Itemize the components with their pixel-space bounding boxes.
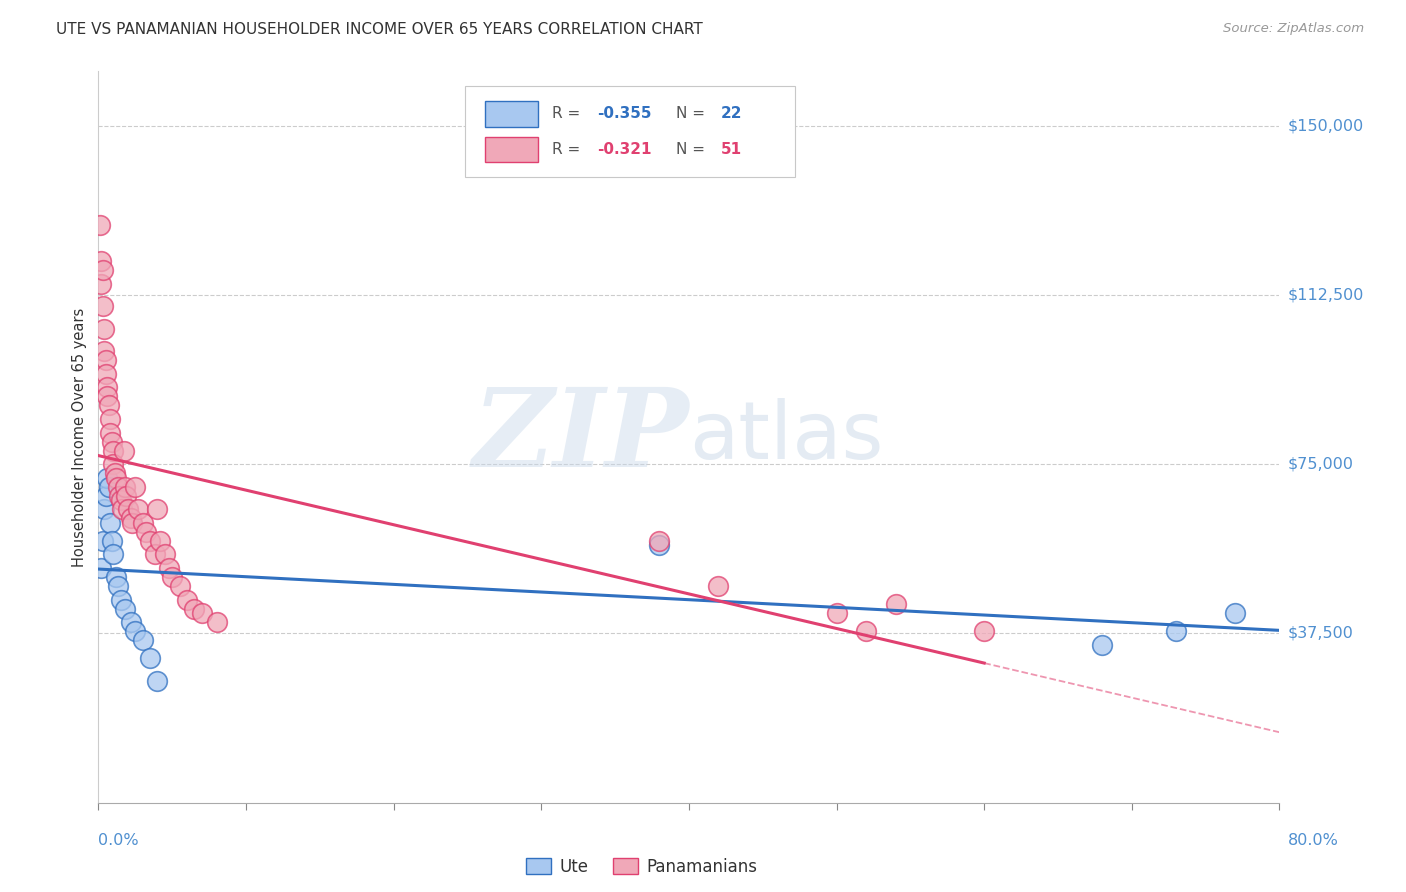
Point bbox=[90, 254, 112, 268]
Point bbox=[94, 367, 117, 381]
Point bbox=[105, 570, 128, 584]
Point bbox=[108, 489, 131, 503]
Text: N =: N = bbox=[676, 106, 710, 121]
Point bbox=[139, 533, 162, 548]
Point bbox=[124, 624, 146, 639]
Point bbox=[1164, 624, 1187, 639]
Text: 80.0%: 80.0% bbox=[1288, 833, 1339, 848]
Text: -0.355: -0.355 bbox=[596, 106, 651, 121]
Point bbox=[884, 597, 907, 611]
Point bbox=[825, 606, 848, 620]
Legend: Ute, Panamanians: Ute, Panamanians bbox=[519, 851, 765, 883]
Point bbox=[191, 606, 214, 620]
Point bbox=[100, 434, 122, 449]
Point bbox=[117, 502, 139, 516]
Point bbox=[97, 399, 120, 413]
Point bbox=[111, 502, 134, 516]
Point bbox=[103, 457, 125, 471]
Point bbox=[135, 524, 157, 539]
Point bbox=[91, 299, 114, 313]
Point bbox=[96, 389, 118, 403]
Point bbox=[105, 471, 128, 485]
Point bbox=[162, 570, 183, 584]
Point bbox=[107, 579, 129, 593]
Point bbox=[93, 322, 115, 336]
Text: $37,500: $37,500 bbox=[1288, 626, 1354, 641]
Point bbox=[114, 601, 136, 615]
Point bbox=[146, 673, 169, 688]
Point bbox=[114, 480, 136, 494]
Point bbox=[153, 548, 176, 562]
Point bbox=[93, 502, 115, 516]
FancyBboxPatch shape bbox=[485, 136, 537, 162]
Point bbox=[103, 548, 125, 562]
Y-axis label: Householder Income Over 65 years: Householder Income Over 65 years bbox=[72, 308, 87, 566]
Point bbox=[104, 466, 127, 480]
Text: Source: ZipAtlas.com: Source: ZipAtlas.com bbox=[1223, 22, 1364, 36]
Point bbox=[98, 516, 121, 530]
Point bbox=[205, 615, 228, 630]
Point bbox=[98, 425, 121, 440]
Point bbox=[973, 624, 995, 639]
Point bbox=[648, 538, 671, 552]
FancyBboxPatch shape bbox=[464, 86, 796, 178]
Point bbox=[96, 380, 118, 394]
Point bbox=[115, 489, 138, 503]
Text: -0.321: -0.321 bbox=[596, 142, 651, 157]
Point bbox=[1223, 606, 1246, 620]
Text: 0.0%: 0.0% bbox=[98, 833, 139, 848]
Text: $75,000: $75,000 bbox=[1288, 457, 1354, 472]
Point bbox=[91, 533, 114, 548]
Point bbox=[112, 443, 135, 458]
Text: UTE VS PANAMANIAN HOUSEHOLDER INCOME OVER 65 YEARS CORRELATION CHART: UTE VS PANAMANIAN HOUSEHOLDER INCOME OVE… bbox=[56, 22, 703, 37]
Point bbox=[149, 533, 172, 548]
Point bbox=[98, 412, 121, 426]
Point bbox=[1091, 638, 1114, 652]
Text: R =: R = bbox=[553, 142, 585, 157]
Point bbox=[89, 218, 111, 232]
Point bbox=[110, 493, 132, 508]
Point bbox=[93, 344, 115, 359]
Point bbox=[157, 561, 180, 575]
Point bbox=[90, 277, 112, 291]
Point bbox=[132, 516, 155, 530]
Point bbox=[120, 511, 142, 525]
Point bbox=[91, 263, 114, 277]
Point bbox=[97, 480, 120, 494]
Point bbox=[90, 561, 112, 575]
Point bbox=[103, 443, 125, 458]
Text: N =: N = bbox=[676, 142, 710, 157]
Text: R =: R = bbox=[553, 106, 585, 121]
Point bbox=[94, 353, 117, 368]
Text: 51: 51 bbox=[721, 142, 742, 157]
Text: atlas: atlas bbox=[689, 398, 883, 476]
Point bbox=[176, 592, 198, 607]
Point bbox=[100, 533, 122, 548]
Point bbox=[139, 651, 162, 665]
Point bbox=[110, 592, 132, 607]
Point bbox=[855, 624, 877, 639]
Point bbox=[169, 579, 191, 593]
Text: 22: 22 bbox=[721, 106, 742, 121]
Point bbox=[146, 502, 169, 516]
Point bbox=[143, 548, 166, 562]
Point bbox=[648, 533, 671, 548]
Point bbox=[707, 579, 730, 593]
Point bbox=[94, 489, 117, 503]
Text: $112,500: $112,500 bbox=[1288, 287, 1364, 302]
Point bbox=[96, 471, 118, 485]
Text: $150,000: $150,000 bbox=[1288, 118, 1364, 133]
Text: ZIP: ZIP bbox=[472, 384, 689, 491]
Point bbox=[127, 502, 149, 516]
Point bbox=[183, 601, 205, 615]
Point bbox=[121, 516, 143, 530]
Point bbox=[124, 480, 146, 494]
FancyBboxPatch shape bbox=[485, 101, 537, 127]
Point bbox=[107, 480, 129, 494]
Point bbox=[132, 633, 155, 648]
Point bbox=[120, 615, 142, 630]
